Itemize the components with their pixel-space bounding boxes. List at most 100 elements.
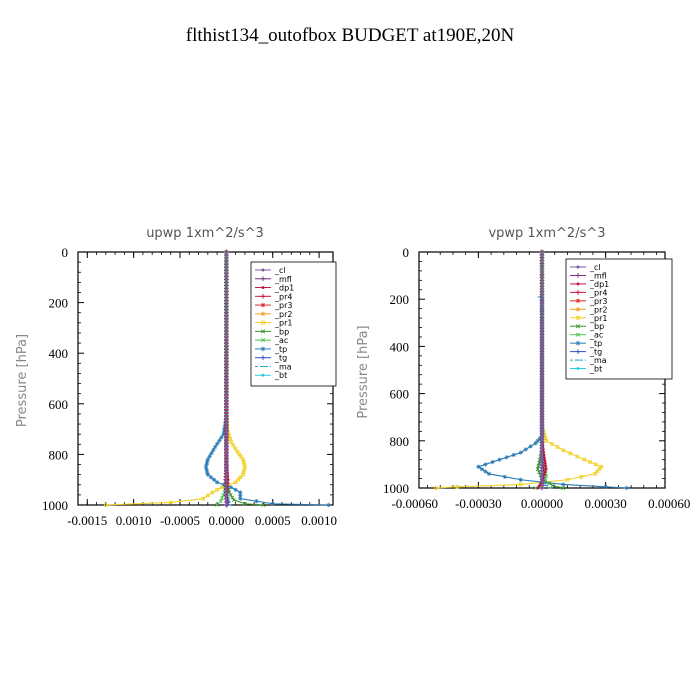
- vpwp-series-cl-point: [540, 449, 544, 453]
- upwp-series-cl-point: [225, 354, 228, 357]
- vpwp-series-tp-point: [486, 471, 492, 477]
- vpwp-series-pr1-point: [555, 445, 560, 449]
- upwp-legend-label: _dp1: [274, 284, 294, 293]
- vpwp-series-cl-point: [540, 279, 544, 282]
- vpwp-series-cl-point: [540, 480, 544, 484]
- upwp-series-cl-point: [225, 457, 228, 461]
- vpwp-series-cl-point: [540, 444, 544, 447]
- vpwp-series-cl-point: [540, 264, 544, 268]
- upwp-series-cl-point: [225, 265, 228, 269]
- vpwp-xtick-label: 0.00030: [584, 496, 626, 511]
- upwp-legend-marker: [261, 286, 265, 289]
- vpwp-series-cl-point: [540, 483, 544, 487]
- vpwp-legend-item-bp: _bp: [570, 322, 604, 331]
- vpwp-series-cl-point: [540, 253, 544, 257]
- vpwp-series-pr1-point: [455, 485, 459, 489]
- upwp-series-tp-point: [205, 459, 210, 465]
- upwp-legend-item-tg: _tg: [255, 354, 287, 363]
- upwp-series-tp-point: [326, 502, 331, 508]
- vpwp-series-cl-point: [540, 390, 544, 393]
- upwp-series-tp-point: [270, 501, 275, 506]
- upwp-series-cl-point: [225, 421, 228, 425]
- vpwp-legend-marker: [576, 282, 580, 286]
- vpwp-legend-marker: [575, 332, 581, 337]
- vpwp-series-pr1-point: [582, 457, 587, 462]
- upwp-legend-label: _tg: [274, 354, 287, 363]
- vpwp-series-cl-point: [540, 412, 544, 416]
- vpwp-y-axis-label: Pressure [hPa]: [356, 325, 371, 418]
- upwp-series-cl-point: [225, 250, 228, 254]
- upwp-series-cl-point: [225, 363, 228, 367]
- vpwp-xtick-label: 0.00060: [648, 496, 690, 511]
- vpwp-series-cl-point: [540, 475, 544, 478]
- vpwp-series-cl-point: [540, 364, 544, 368]
- vpwp-legend-item-ma: _ma: [570, 356, 607, 365]
- upwp-series-tp-point: [203, 464, 209, 470]
- vpwp-series-cl-point: [540, 335, 544, 339]
- vpwp-series-cl-point: [540, 367, 544, 370]
- upwp-series-bp-point: [228, 492, 233, 497]
- vpwp-series-cl-point: [540, 395, 544, 399]
- upwp-series-tp-point: [215, 441, 220, 446]
- upwp-series-cl-point: [225, 332, 228, 336]
- vpwp-legend-label: _cl: [589, 263, 601, 272]
- vpwp-series-pr1-point: [593, 462, 598, 467]
- vpwp-series-cl-point: [540, 381, 544, 385]
- vpwp-series-cl-point: [540, 478, 544, 481]
- vpwp-series-cl-point: [540, 466, 544, 470]
- upwp-legend-marker: [261, 320, 265, 325]
- upwp-plot-area: 0 200 400 600 800 1000-0.0015 0.0010 -0.0005 0.0…: [15, 245, 337, 528]
- upwp-series-cl-point: [225, 299, 228, 303]
- vpwp-series-cl-point: [540, 267, 544, 271]
- upwp-series-bp-point: [231, 497, 236, 502]
- upwp-series-tp-point: [254, 499, 259, 504]
- vpwp-legend-label: _bt: [589, 365, 602, 374]
- upwp-series-cl-point: [225, 296, 228, 300]
- vpwp-legend-label: _pr1: [589, 314, 607, 323]
- upwp-series-tp-point: [209, 450, 214, 456]
- vpwp-series-cl-point: [540, 404, 544, 407]
- vpwp-plot-area: 0 200 400 600 800 1000-0.00060 -0.00030 0.00000…: [356, 245, 690, 511]
- vpwp-series-cl-point: [540, 304, 544, 308]
- vpwp-series-cl-point: [540, 461, 544, 464]
- upwp-series-cl-point: [225, 256, 228, 260]
- upwp-series-pr1-point: [233, 480, 238, 485]
- vpwp-ytick-label: 1000: [383, 481, 409, 496]
- upwp-xtick-label: 0.0010: [116, 513, 152, 528]
- vpwp-series-pr1-point: [434, 486, 438, 490]
- vpwp-series-tp-point: [502, 474, 508, 479]
- upwp-series-tp-point: [208, 474, 214, 480]
- upwp-series-pr1-point: [238, 475, 243, 479]
- vpwp-series-tp-point: [603, 484, 608, 490]
- upwp-series-cl-point: [225, 427, 228, 431]
- upwp-series-cl-point: [225, 311, 228, 315]
- vpwp-legend-item-pr2: _pr2: [570, 305, 607, 314]
- figure-title: flthist134_outofbox BUDGET at190E,20N: [186, 25, 515, 46]
- upwp-series-cl-point: [225, 342, 228, 345]
- upwp-legend-item-ma: _ma: [255, 362, 292, 371]
- vpwp-series-cl-point: [540, 296, 544, 299]
- upwp-legend-label: _tp: [274, 345, 287, 354]
- upwp-series-pr1-point: [168, 500, 173, 505]
- upwp-series-cl-point: [225, 461, 228, 464]
- vpwp-series-bp-point: [535, 467, 540, 472]
- upwp-series-cl-point: [225, 390, 228, 394]
- vpwp-series-dp1-point: [536, 486, 540, 490]
- vpwp-legend-marker: [575, 340, 581, 346]
- upwp-series-pr1-line: [105, 252, 246, 506]
- upwp-legend-item-mfl: _mfl: [255, 275, 292, 284]
- upwp-legend-marker: [260, 346, 266, 352]
- upwp-series-cl-point: [225, 494, 228, 498]
- upwp-series-cl-point: [225, 436, 228, 440]
- upwp-series-ac-point: [215, 503, 220, 507]
- upwp-legend-marker: [260, 302, 266, 308]
- upwp-series-tp-point: [205, 457, 211, 462]
- vpwp-series-tp-point: [483, 469, 488, 474]
- vpwp-xtick-label: -0.00030: [455, 496, 502, 511]
- upwp-legend-item-bp: _bp: [255, 327, 289, 336]
- upwp-series-cl-point: [225, 339, 228, 342]
- upwp-ytick-label: 600: [49, 397, 69, 412]
- upwp-series-tp-point: [214, 480, 220, 485]
- vpwp-series-cl-point: [540, 384, 544, 387]
- upwp-series-cl-point: [225, 470, 228, 473]
